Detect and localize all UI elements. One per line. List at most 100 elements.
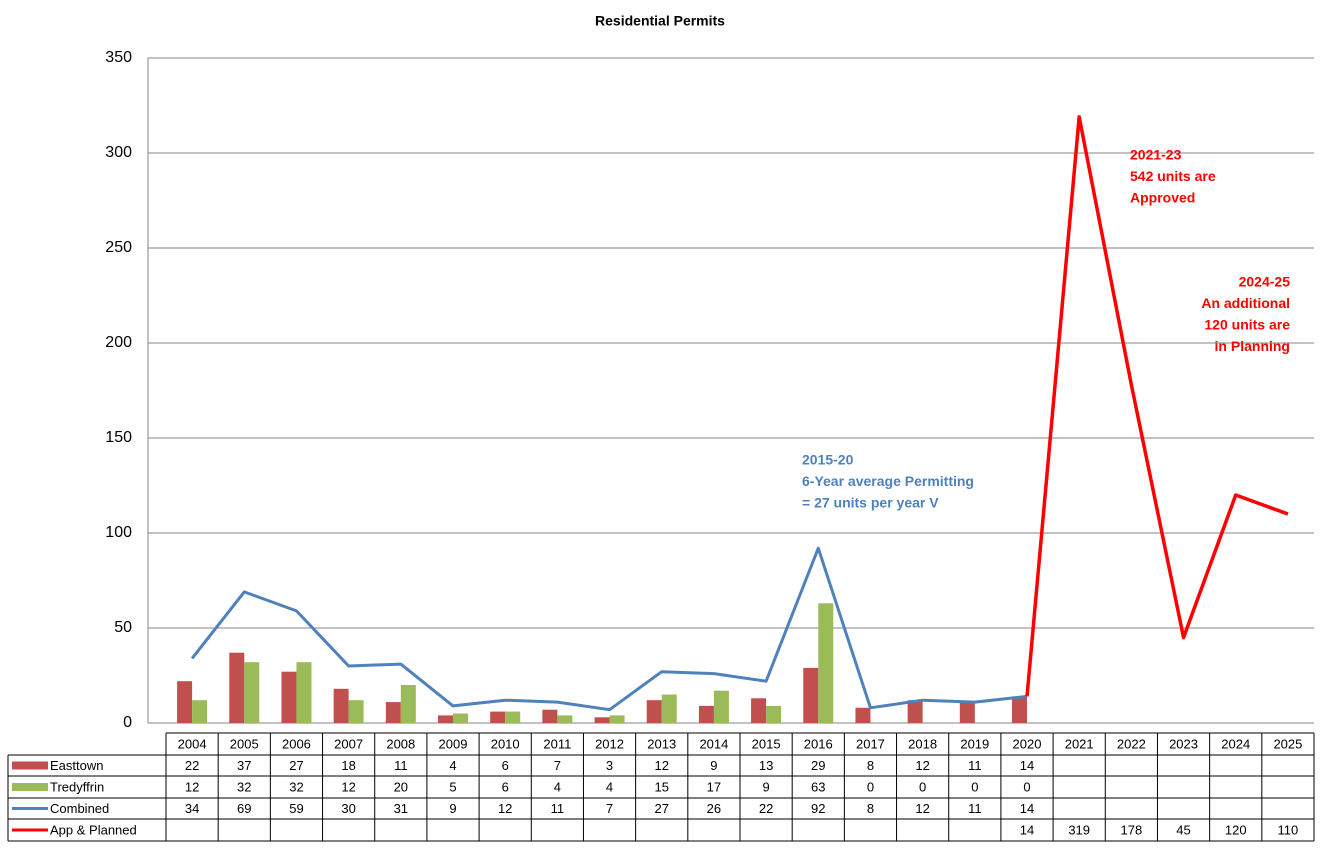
x-tick-label: 2025 (1273, 736, 1302, 751)
x-tick-label: 2017 (856, 736, 885, 751)
table-value: 11 (968, 758, 982, 773)
legend-label: Tredyffrin (50, 779, 104, 794)
bar (244, 662, 260, 723)
table-value: 178 (1121, 822, 1143, 837)
chart-title: Residential Permits (595, 13, 725, 29)
x-tick-label: 2007 (334, 736, 363, 751)
table-value: 37 (237, 758, 251, 773)
bar (609, 715, 625, 723)
table-value: 32 (289, 779, 303, 794)
table-value: 110 (1278, 822, 1299, 837)
table-value: 319 (1068, 822, 1090, 837)
bar (333, 688, 349, 723)
bar (229, 652, 245, 723)
table-value: 63 (811, 779, 825, 794)
table-value: 4 (606, 779, 613, 794)
y-tick-label: 150 (105, 429, 132, 446)
x-tick-label: 2023 (1169, 736, 1198, 751)
table-value: 14 (1020, 822, 1034, 837)
legend-label: Combined (50, 801, 109, 816)
x-tick-label: 2011 (543, 736, 571, 751)
table-value: 15 (654, 779, 668, 794)
x-tick-label: 2013 (647, 736, 676, 751)
bar (177, 681, 193, 723)
bar (490, 711, 506, 723)
table-value: 12 (915, 801, 929, 816)
table-value: 12 (185, 779, 199, 794)
x-tick-label: 2024 (1221, 736, 1250, 751)
table-value: 12 (915, 758, 929, 773)
table-value: 7 (554, 758, 561, 773)
x-tick-label: 2004 (178, 736, 207, 751)
table-value: 0 (971, 779, 978, 794)
annotation: An additional (1201, 295, 1290, 311)
table-value: 12 (341, 779, 355, 794)
table-value: 22 (759, 801, 773, 816)
table-value: 13 (759, 758, 773, 773)
annotation: 2021-23 (1130, 147, 1182, 163)
x-tick-label: 2018 (908, 736, 937, 751)
x-tick-label: 2019 (960, 736, 989, 751)
bar (698, 705, 714, 723)
table-value: 12 (498, 801, 512, 816)
x-tick-label: 2005 (230, 736, 259, 751)
x-tick-label: 2015 (752, 736, 781, 751)
bar (646, 700, 662, 723)
legend-swatch (12, 783, 48, 791)
annotation: 120 units are (1204, 317, 1290, 333)
legend-swatch (12, 761, 48, 770)
table-value: 120 (1225, 822, 1247, 837)
bar (803, 667, 819, 723)
bar (385, 702, 401, 723)
y-tick-label: 350 (105, 49, 132, 66)
annotation: = 27 units per year V (802, 495, 939, 511)
bar (818, 603, 834, 723)
y-tick-label: 200 (105, 334, 132, 351)
table-value: 26 (707, 801, 721, 816)
legend-label: App & Planned (50, 822, 137, 837)
bar (505, 711, 521, 723)
x-tick-label: 2014 (699, 736, 728, 751)
bar (661, 694, 677, 723)
table-value: 27 (654, 801, 668, 816)
x-tick-label: 2010 (491, 736, 520, 751)
bar (557, 715, 573, 723)
y-tick-label: 0 (123, 714, 132, 731)
table-value: 8 (867, 801, 874, 816)
annotation: 2015-20 (802, 452, 854, 468)
x-tick-label: 2009 (439, 736, 468, 751)
line-series (190, 546, 1028, 712)
table-value: 12 (654, 758, 668, 773)
y-tick-label: 100 (105, 524, 132, 541)
table-value: 14 (1020, 801, 1034, 816)
table-value: 3 (606, 758, 613, 773)
table-value: 9 (449, 801, 456, 816)
table-value: 14 (1020, 758, 1034, 773)
annotation: 6-Year average Permitting (802, 473, 974, 489)
bar (907, 700, 923, 723)
table-value: 17 (707, 779, 721, 794)
line-series (1025, 115, 1289, 697)
table-value: 8 (867, 758, 874, 773)
table-value: 11 (394, 758, 408, 773)
bar (594, 717, 610, 723)
legend-label: Easttown (50, 758, 103, 773)
table-value: 92 (811, 801, 825, 816)
y-tick-label: 50 (114, 619, 132, 636)
table-value: 45 (1176, 822, 1190, 837)
table-value: 11 (551, 801, 565, 816)
bar (855, 707, 871, 723)
annotation: 2024-25 (1239, 274, 1291, 290)
table-value: 7 (606, 801, 613, 816)
table-value: 9 (710, 758, 717, 773)
table-value: 0 (919, 779, 926, 794)
x-tick-label: 2016 (804, 736, 833, 751)
x-tick-label: 2022 (1117, 736, 1146, 751)
y-tick-label: 300 (105, 144, 132, 161)
table-value: 0 (867, 779, 874, 794)
bar (296, 662, 312, 723)
x-tick-label: 2008 (386, 736, 415, 751)
table-value: 34 (185, 801, 199, 816)
table-value: 4 (554, 779, 561, 794)
x-tick-label: 2012 (595, 736, 624, 751)
